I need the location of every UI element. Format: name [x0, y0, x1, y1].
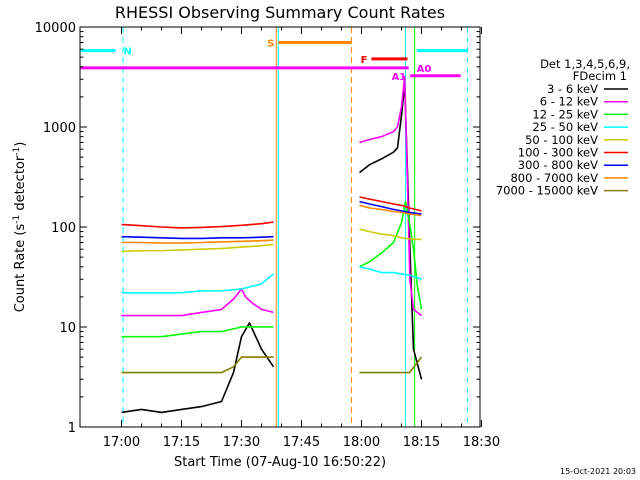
series-line: [121, 273, 275, 294]
interval-label: S: [267, 38, 274, 49]
y-axis-label-end: ): [13, 142, 28, 147]
series-line: [121, 322, 275, 414]
y-axis-ticks: 1 10 100 1000 10000: [35, 21, 480, 436]
interval-label: N: [123, 47, 131, 58]
legend-entry-label: 50 - 100 keV: [525, 133, 598, 147]
x-axis-ticks: 17:00 17:15 17:30 17:45 18:00 18:15 18:30: [103, 27, 500, 450]
series-line: [121, 239, 274, 244]
x-tick-label: 18:00: [343, 435, 380, 450]
x-tick-label: 17:45: [283, 435, 320, 450]
legend-entry-label: 7000 - 15000 keV: [496, 184, 598, 198]
x-tick-label: 18:15: [403, 435, 440, 450]
series-line: [121, 221, 274, 229]
x-tick-label: 17:00: [103, 435, 140, 450]
legend-entry-label: 6 - 12 keV: [540, 95, 598, 109]
series-line: [121, 243, 274, 253]
interval-label: A1: [392, 72, 407, 83]
series-line: [359, 228, 422, 241]
series-line: [121, 235, 274, 240]
y-axis-label-sup1: -1: [12, 215, 22, 224]
y-tick-label: 1000: [43, 121, 76, 136]
x-tick-label: 18:30: [463, 435, 500, 450]
y-axis-label-mid: detector: [13, 155, 28, 215]
series-line: [359, 75, 422, 317]
y-tick-label: 10000: [35, 21, 76, 36]
legend-header-line2: FDecim 1: [573, 69, 627, 83]
legend-entry-label: 25 - 50 keV: [532, 120, 598, 134]
legend-entry-label: 12 - 25 keV: [532, 107, 598, 121]
y-axis-label: Count Rate (s-1 detector-1): [12, 142, 28, 313]
legend-entry-label: 800 - 7000 keV: [510, 171, 598, 185]
x-tick-label: 17:15: [163, 435, 200, 450]
y-tick-label: 100: [51, 221, 76, 236]
y-axis-label-sup2: -1: [12, 147, 22, 156]
x-tick-label: 17:30: [223, 435, 260, 450]
series-line: [359, 356, 423, 374]
legend-entry-label: 3 - 6 keV: [547, 82, 598, 96]
interval-label: F: [361, 55, 368, 66]
legend-header-line1: Det 1,3,4,5,6,9,: [540, 57, 630, 71]
series-line: [359, 196, 422, 212]
y-tick-label: 10: [59, 321, 76, 336]
legend-entry-label: 100 - 300 keV: [518, 146, 598, 160]
y-axis-label-main: Count Rate (s: [13, 224, 28, 313]
interval-label: A0: [417, 64, 432, 75]
series-line: [359, 266, 422, 281]
legend-entry-label: 300 - 800 keV: [518, 158, 598, 172]
plot-frame: [79, 26, 481, 428]
generation-timestamp: 15-Oct-2021 20:03: [560, 467, 636, 476]
series-line: [359, 204, 422, 217]
data-series: [121, 75, 423, 414]
chart-title: RHESSI Observing Summary Count Rates: [115, 3, 445, 22]
series-line: [121, 326, 274, 338]
series-line: [121, 288, 274, 317]
y-tick-label: 1: [68, 421, 76, 436]
annotation-bars: N S F A0 A1: [80, 38, 468, 83]
series-line: [121, 356, 274, 374]
series-line: [359, 200, 422, 215]
x-axis-label: Start Time (07-Aug-10 16:50:22): [174, 455, 386, 470]
